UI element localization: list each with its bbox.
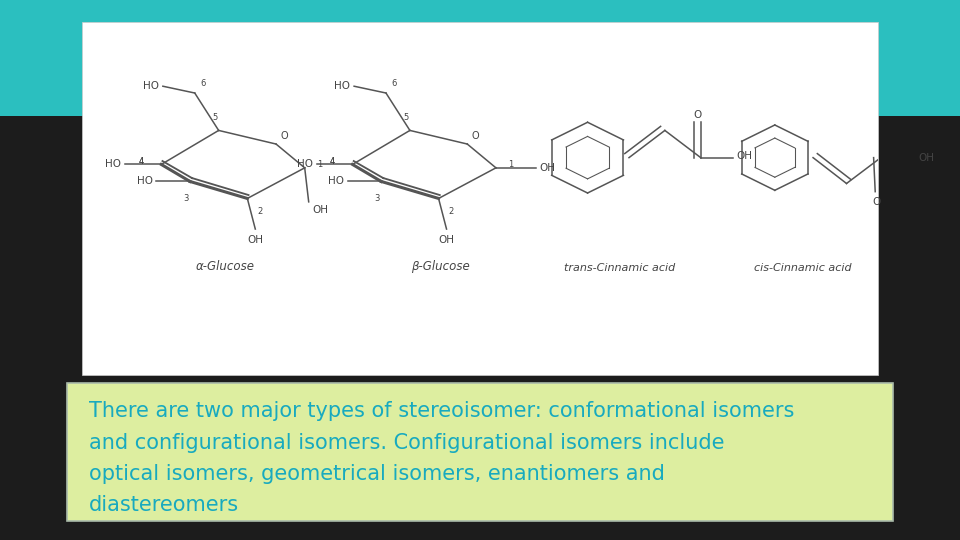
Text: OH: OH (540, 163, 556, 173)
Text: O: O (280, 131, 288, 140)
Text: HO: HO (106, 159, 121, 170)
Text: optical isomers, geometrical isomers, enantiomers and: optical isomers, geometrical isomers, en… (89, 464, 665, 484)
Text: OH: OH (248, 234, 263, 245)
Text: OH: OH (919, 153, 934, 163)
Text: OH: OH (736, 151, 753, 161)
Text: O: O (873, 197, 881, 207)
Bar (0, 116, 960, 540)
Text: α-Glucose: α-Glucose (196, 260, 254, 273)
Text: and configurational isomers. Configurational isomers include: and configurational isomers. Configurati… (89, 433, 725, 453)
Text: 4: 4 (138, 157, 144, 166)
Text: 3: 3 (374, 194, 380, 202)
Text: There are two major types of stereoisomer: conformational isomers: There are two major types of stereoisome… (89, 401, 795, 421)
Text: 5: 5 (212, 113, 217, 122)
Text: trans-Cinnamic acid: trans-Cinnamic acid (564, 264, 675, 273)
Text: β-Glucose: β-Glucose (411, 260, 469, 273)
Text: 5: 5 (403, 113, 409, 122)
Text: HO: HO (297, 159, 313, 170)
Text: 4: 4 (329, 157, 335, 166)
Text: HO: HO (136, 177, 153, 186)
Text: 6: 6 (392, 79, 396, 87)
Text: O: O (693, 110, 702, 119)
Text: 3: 3 (183, 194, 189, 202)
Text: 2: 2 (257, 207, 262, 215)
Text: OH: OH (313, 205, 328, 215)
Text: OH: OH (439, 234, 454, 245)
Text: diastereomers: diastereomers (89, 495, 239, 515)
Text: 6: 6 (201, 79, 205, 87)
FancyBboxPatch shape (82, 22, 878, 375)
Text: 1: 1 (317, 160, 322, 169)
Text: HO: HO (327, 177, 344, 186)
Text: 4: 4 (329, 157, 335, 166)
Text: 2: 2 (448, 207, 453, 215)
Text: cis-Cinnamic acid: cis-Cinnamic acid (754, 264, 852, 273)
FancyBboxPatch shape (67, 383, 893, 521)
Text: 4: 4 (138, 157, 144, 166)
Text: 1: 1 (508, 160, 514, 169)
Text: HO: HO (143, 81, 159, 91)
Bar (0, 0, 960, 116)
Text: HO: HO (334, 81, 350, 91)
Text: O: O (471, 131, 479, 140)
